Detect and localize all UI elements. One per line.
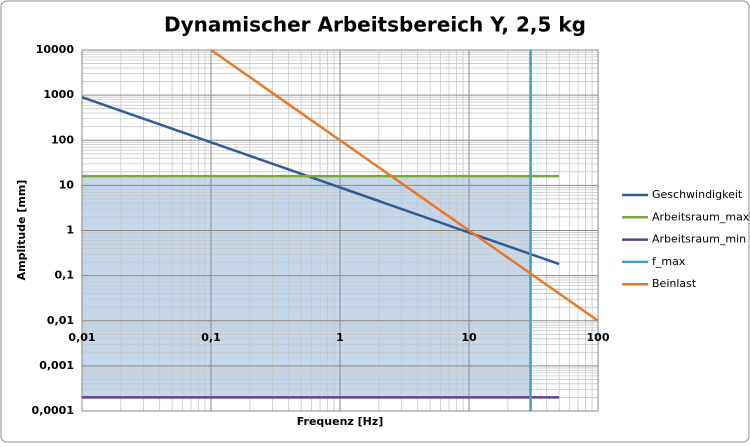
y-tick-label: 1	[66, 224, 74, 237]
x-tick-label: 1	[336, 331, 344, 344]
legend-label: Arbeitsraum_max	[652, 210, 750, 223]
x-tick-label: 100	[587, 331, 610, 344]
working-area	[82, 176, 531, 398]
y-axis-title: Amplitude [mm]	[15, 180, 28, 281]
line	[210, 50, 598, 322]
y-tick-label: 0,001	[39, 359, 74, 372]
y-tick-label: 0,1	[55, 269, 75, 282]
legend-label: Beinlast	[652, 277, 697, 290]
y-tick-label: 10000	[36, 43, 75, 56]
line	[82, 96, 560, 266]
x-tick-label: 0,01	[68, 331, 95, 344]
legend-label: f_max	[652, 255, 686, 268]
y-tick-label: 0,0001	[32, 404, 74, 417]
y-tick-label: 10	[59, 178, 75, 191]
y-tick-label: 100	[51, 133, 74, 146]
y-tick-label: 1000	[43, 88, 74, 101]
y-tick-label: 0,01	[47, 314, 74, 327]
x-tick-label: 0,1	[201, 331, 221, 344]
chart-title: Dynamischer Arbeitsbereich Y, 2,5 kg	[164, 13, 586, 37]
legend-label: Geschwindigkeit	[652, 188, 743, 201]
x-axis-title: Frequenz [Hz]	[297, 415, 384, 428]
legend-label: Arbeitsraum_min	[652, 233, 746, 246]
x-tick-label: 10	[461, 331, 477, 344]
